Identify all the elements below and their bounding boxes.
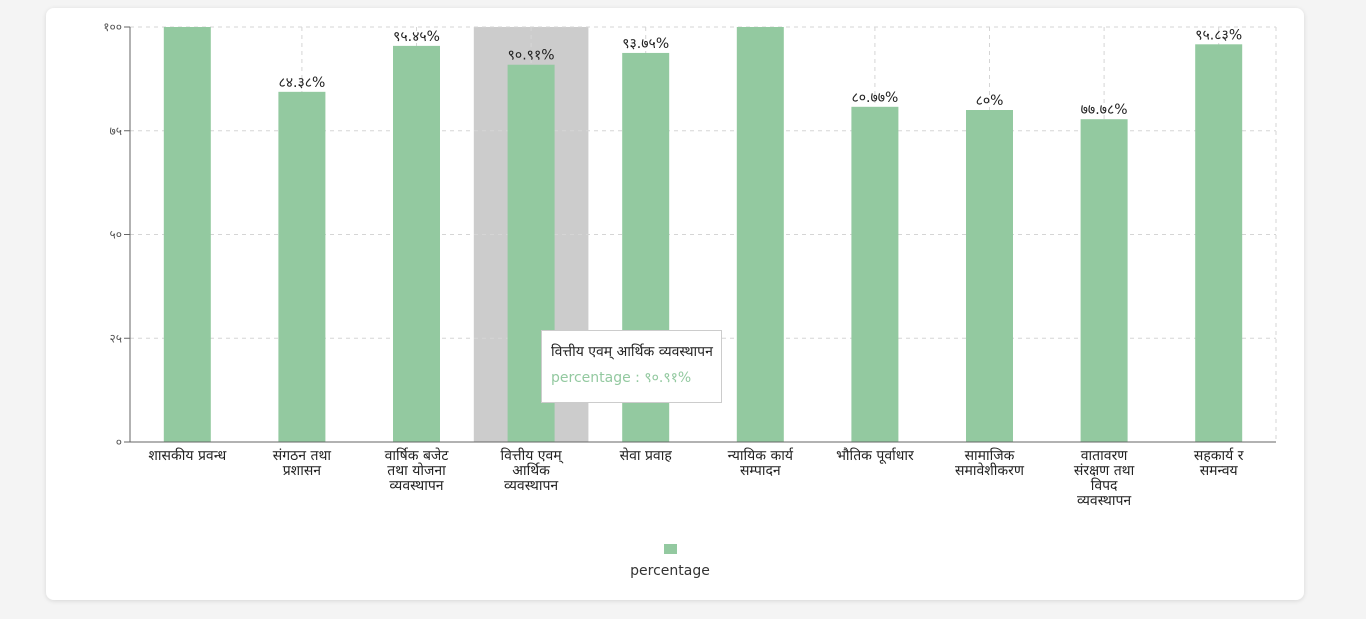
value-label: ९०.९१% [508, 48, 555, 64]
label-line: समन्वय [1200, 463, 1239, 479]
label-line: भौतिक पूर्वाधार [836, 447, 914, 464]
bar [851, 106, 899, 442]
label-line: प्रशासन [283, 463, 322, 479]
bar [163, 27, 211, 442]
bar [393, 45, 440, 442]
label-line: आर्थिक [512, 462, 550, 479]
label-line: सम्पादन [740, 463, 781, 479]
label-line: व्यवस्थापन [1077, 493, 1131, 509]
label-line: तथा योजना [387, 462, 446, 479]
value-label: ८०% [976, 93, 1004, 109]
value-label: ८०.७७% [851, 90, 898, 106]
x-tick-label: संगठन तथा प्रशासन [273, 448, 332, 479]
value-label: ८४.३८% [278, 75, 325, 91]
legend-label: percentage [630, 563, 710, 579]
tooltip [541, 330, 722, 403]
label-line: समावेशीकरण [955, 462, 1025, 479]
label-line: सेवा प्रवाह [620, 447, 673, 464]
label-line: संगठन तथा [273, 448, 332, 464]
label-line: विपद [1091, 477, 1118, 494]
y-tick-label: २५ [110, 331, 122, 345]
label-line: न्यायिक कार्य [728, 447, 794, 464]
label-line: सामाजिक [965, 447, 1015, 464]
value-label: ७७.७८% [1081, 102, 1128, 118]
bar [278, 91, 326, 442]
label-line: व्यवस्थापन [389, 478, 443, 494]
y-tick-label: ५० [110, 228, 122, 242]
legend-swatch [664, 544, 677, 554]
x-tick-label: शासकीय प्रवन्ध [148, 447, 226, 464]
x-tick-label: वार्षिक बजेट तथा योजना व्यवस्थापन [385, 447, 450, 494]
x-tick-label: वातावरण संरक्षण तथा विपद व्यवस्थापन [1074, 448, 1135, 509]
y-tick-label: ७५ [110, 124, 122, 138]
y-tick-label: ० [116, 435, 122, 449]
bar [1080, 119, 1128, 442]
y-tick-label: १०० [103, 20, 122, 34]
value-label: ९५.८३% [1195, 27, 1242, 43]
x-tick-label: वित्तीय एवम् आर्थिक व्यवस्थापन [501, 447, 564, 494]
label-line: शासकीय प्रवन्ध [148, 447, 226, 464]
label-line: सहकार्य र [1194, 447, 1244, 464]
x-tick-label: सेवा प्रवाह [620, 447, 673, 464]
bar [1195, 44, 1243, 442]
value-label: ९५.४५% [393, 29, 440, 45]
x-tick-label: न्यायिक कार्य सम्पादन [728, 447, 794, 479]
label-line: वातावरण [1081, 448, 1129, 464]
tooltip-title: वित्तीय एवम् आर्थिक व्यवस्थापन [551, 343, 713, 360]
x-tick-label: भौतिक पूर्वाधार [836, 447, 914, 464]
label-line: वार्षिक बजेट [385, 447, 450, 464]
label-line: वित्तीय एवम् [501, 447, 564, 464]
label-line: व्यवस्थापन [504, 478, 558, 494]
label-line: संरक्षण तथा [1074, 463, 1135, 479]
x-tick-label: सहकार्य र समन्वय [1194, 447, 1244, 479]
value-label: ९३.७५% [622, 36, 669, 52]
bar [966, 110, 1013, 442]
tooltip-text: percentage : ९०.९१% [551, 370, 691, 386]
x-tick-label: सामाजिक समावेशीकरण [955, 447, 1025, 479]
bar [736, 27, 784, 442]
